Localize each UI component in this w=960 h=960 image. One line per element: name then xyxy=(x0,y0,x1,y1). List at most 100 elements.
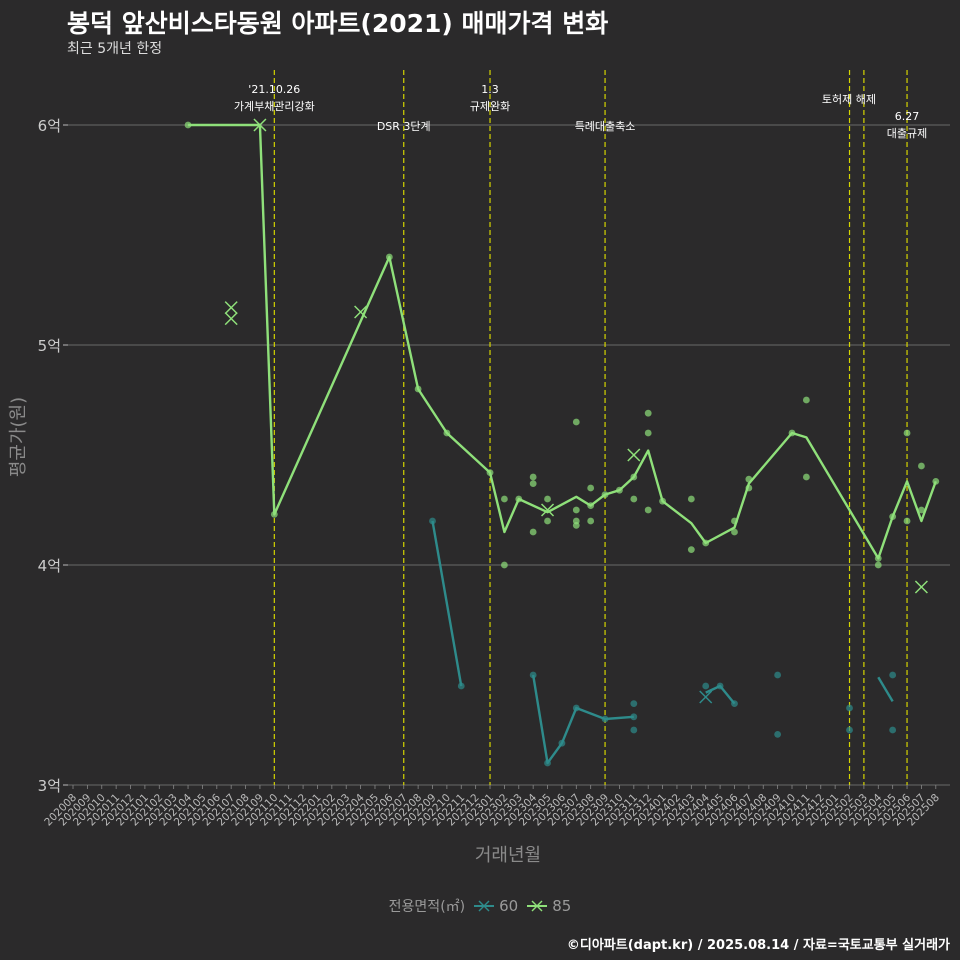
y-tick-label: 5억 xyxy=(38,337,61,355)
series-line-85 xyxy=(188,123,937,560)
data-point-60 xyxy=(846,726,853,734)
cross-marker-85 xyxy=(224,301,238,315)
data-point-60 xyxy=(529,671,537,679)
data-point-60 xyxy=(702,682,710,690)
event-label: DSR 3단계 xyxy=(377,120,431,133)
data-point-85 xyxy=(501,561,508,569)
y-tick-label: 4억 xyxy=(38,557,61,575)
data-point-85 xyxy=(932,478,940,485)
data-point-60 xyxy=(774,671,782,679)
data-point-85 xyxy=(572,522,580,529)
event-label: '21.10.26 xyxy=(248,83,300,96)
data-point-85 xyxy=(544,495,551,503)
data-point-85 xyxy=(903,429,911,437)
data-point-85 xyxy=(587,484,595,492)
x-axis-title: 거래년월 xyxy=(475,845,541,866)
cross-stroke xyxy=(627,448,641,462)
data-point-60 xyxy=(572,704,580,712)
data-point-85 xyxy=(385,253,393,261)
data-point-85 xyxy=(529,528,537,536)
cross-stroke xyxy=(354,305,368,319)
series-line-60 xyxy=(431,520,463,687)
legend: 전용면적(㎡) 60 85 xyxy=(0,896,960,916)
data-point-60 xyxy=(429,517,436,525)
data-point-85 xyxy=(918,506,925,514)
legend-item-85: 85 xyxy=(526,897,571,915)
data-point-85 xyxy=(644,506,652,514)
data-point-60 xyxy=(731,700,738,707)
cross-marker-85 xyxy=(914,580,928,594)
data-point-85 xyxy=(529,473,537,481)
data-point-85 xyxy=(544,517,551,525)
cross-marker-85 xyxy=(253,118,267,132)
data-point-85 xyxy=(731,517,738,525)
cross-marker-85 xyxy=(354,305,368,319)
data-point-85 xyxy=(874,555,882,562)
data-point-85 xyxy=(587,517,595,525)
data-point-85 xyxy=(702,539,710,547)
data-point-60 xyxy=(889,726,897,734)
data-point-85 xyxy=(572,418,580,426)
cross-stroke xyxy=(914,580,928,594)
data-point-85 xyxy=(630,495,638,503)
chart-title: 봉덕 앞산비스타동원 아파트(2021) 매매가격 변화 xyxy=(67,9,609,38)
cross-stroke xyxy=(541,503,555,517)
data-point-60 xyxy=(558,739,566,747)
cross-stroke xyxy=(224,301,238,315)
data-point-60 xyxy=(630,713,638,721)
data-point-60 xyxy=(889,671,897,679)
chart-subtitle: 최근 5개년 한정 xyxy=(67,41,163,57)
data-point-85 xyxy=(788,429,796,437)
y-tick-label: 3억 xyxy=(38,777,61,795)
series-line-60 xyxy=(531,674,634,765)
source-caption: ©디아파트(dapt.kr) / 2025.08.14 / 자료=국토교통부 실… xyxy=(566,938,950,953)
data-point-85 xyxy=(802,396,810,404)
data-point-85 xyxy=(874,561,882,569)
cross-stroke xyxy=(224,312,238,326)
data-point-60 xyxy=(544,759,551,767)
data-point-85 xyxy=(587,502,595,509)
series-60 xyxy=(429,517,897,767)
data-point-85 xyxy=(630,473,638,481)
data-point-85 xyxy=(731,528,738,536)
data-point-85 xyxy=(616,486,623,494)
legend-label-60: 60 xyxy=(499,897,519,915)
data-point-60 xyxy=(716,682,724,690)
data-point-60 xyxy=(630,726,638,734)
data-point-85 xyxy=(501,495,508,503)
data-point-85 xyxy=(644,429,652,437)
data-point-85 xyxy=(443,429,451,437)
event-label: 규제완화 xyxy=(470,100,510,113)
data-point-60 xyxy=(846,704,853,712)
data-point-85 xyxy=(486,469,494,476)
event-label: 6.27 xyxy=(895,110,920,123)
series-line-60 xyxy=(877,676,894,703)
y-axis-title: 평균가(원) xyxy=(8,397,29,477)
data-point-85 xyxy=(687,546,695,553)
data-point-85 xyxy=(889,513,897,520)
data-point-60 xyxy=(457,682,465,690)
data-point-85 xyxy=(687,495,695,503)
data-point-85 xyxy=(270,511,278,518)
cross-marker-85 xyxy=(224,312,238,326)
event-label: 대출규제 xyxy=(887,127,927,140)
cross-marker-60 xyxy=(699,690,713,704)
cross-stroke xyxy=(699,690,713,704)
data-point-60 xyxy=(774,731,782,738)
data-point-85 xyxy=(601,491,609,498)
event-label: 1.3 xyxy=(481,83,499,96)
series-85 xyxy=(184,118,940,594)
data-point-85 xyxy=(644,409,652,417)
legend-swatch-60 xyxy=(474,900,495,912)
legend-title: 전용면적(㎡) xyxy=(388,899,466,915)
data-point-85 xyxy=(903,517,911,525)
data-point-85 xyxy=(659,497,666,505)
data-point-85 xyxy=(414,385,422,393)
data-point-60 xyxy=(601,715,609,723)
cross-stroke xyxy=(253,118,267,132)
cross-marker-85 xyxy=(541,503,555,517)
cross-marker-85 xyxy=(627,448,641,462)
event-label: 가계부채관리강화 xyxy=(234,100,315,113)
y-tick-label: 6억 xyxy=(38,117,61,135)
